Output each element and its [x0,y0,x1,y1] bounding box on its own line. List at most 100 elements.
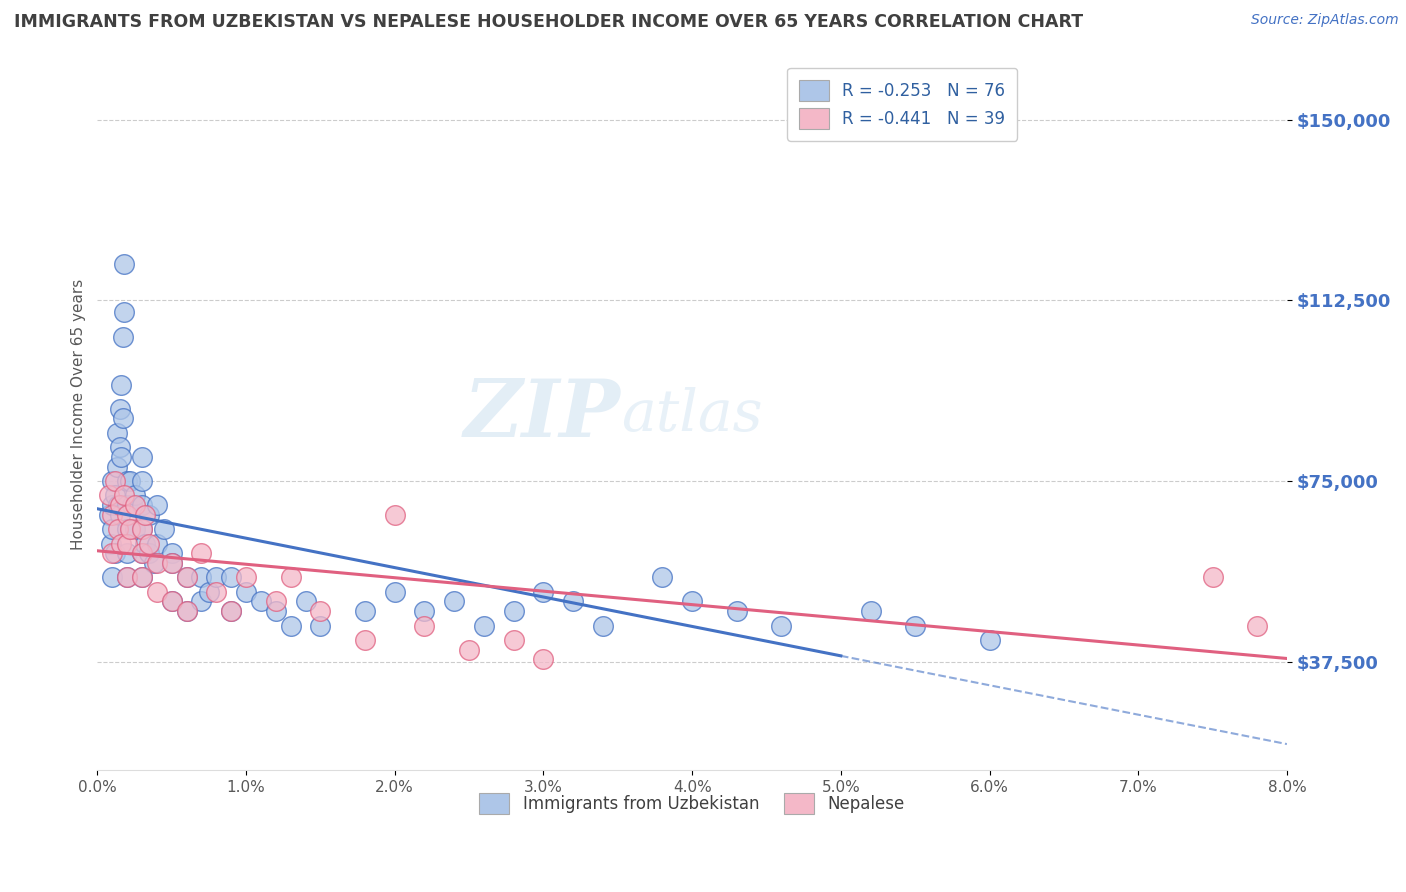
Point [115,570,138,584]
Point [190,570,212,584]
Point [98,508,121,522]
Point [111,411,134,425]
Point [309,604,332,618]
Point [443,594,465,608]
Point [120,522,142,536]
Point [115,508,138,522]
Point [138,546,160,560]
Point [104,546,127,560]
Point [309,618,332,632]
Point [979,632,1001,647]
Point [101,498,124,512]
Point [131,498,153,512]
Point [110,377,132,392]
Point [101,570,124,584]
Point [146,536,169,550]
Point [131,546,153,560]
Point [131,570,153,584]
Point [190,546,212,560]
Point [384,584,406,599]
Point [105,459,128,474]
Point [101,474,124,488]
Point [120,474,142,488]
Point [107,498,129,512]
Point [413,604,436,618]
Point [110,536,132,550]
Point [725,604,748,618]
Point [190,594,212,608]
Point [219,604,242,618]
Point [108,401,131,416]
Point [138,508,160,522]
Point [111,329,134,343]
Point [264,594,287,608]
Point [176,604,198,618]
Point [124,522,146,536]
Point [134,508,156,522]
Point [859,604,882,618]
Text: IMMIGRANTS FROM UZBEKISTAN VS NEPALESE HOUSEHOLDER INCOME OVER 65 YEARS CORRELAT: IMMIGRANTS FROM UZBEKISTAN VS NEPALESE H… [14,13,1083,31]
Point [115,536,138,550]
Point [115,546,138,560]
Point [115,474,138,488]
Y-axis label: Householder Income Over 65 years: Householder Income Over 65 years [72,279,86,550]
Point [354,632,377,647]
Point [131,474,153,488]
Point [280,618,302,632]
Point [153,522,176,536]
Point [134,536,156,550]
Point [160,556,183,570]
Point [198,584,221,599]
Point [142,556,165,570]
Point [219,570,242,584]
Point [681,594,703,608]
Point [205,584,228,599]
Point [176,604,198,618]
Point [904,618,927,632]
Point [138,536,160,550]
Point [115,522,138,536]
Point [112,257,135,271]
Point [502,632,524,647]
Point [107,522,129,536]
Point [131,570,153,584]
Point [104,474,127,488]
Point [205,570,228,584]
Point [176,570,198,584]
Point [98,488,121,502]
Point [105,425,128,440]
Point [533,584,555,599]
Point [100,536,122,550]
Point [101,546,124,560]
Point [124,498,146,512]
Point [280,570,302,584]
Point [413,618,436,632]
Point [458,642,481,657]
Point [108,440,131,454]
Point [562,594,585,608]
Point [176,570,198,584]
Point [146,498,169,512]
Point [115,570,138,584]
Point [101,522,124,536]
Point [1201,570,1223,584]
Point [472,618,495,632]
Point [120,522,142,536]
Point [112,488,135,502]
Point [115,498,138,512]
Point [110,450,132,464]
Point [121,498,143,512]
Point [131,546,153,560]
Point [770,618,793,632]
Point [502,604,524,618]
Point [160,594,183,608]
Point [131,522,153,536]
Point [101,508,124,522]
Point [1246,618,1268,632]
Point [235,584,257,599]
Point [294,594,316,608]
Point [160,546,183,560]
Point [354,604,377,618]
Point [533,652,555,666]
Point [112,305,135,319]
